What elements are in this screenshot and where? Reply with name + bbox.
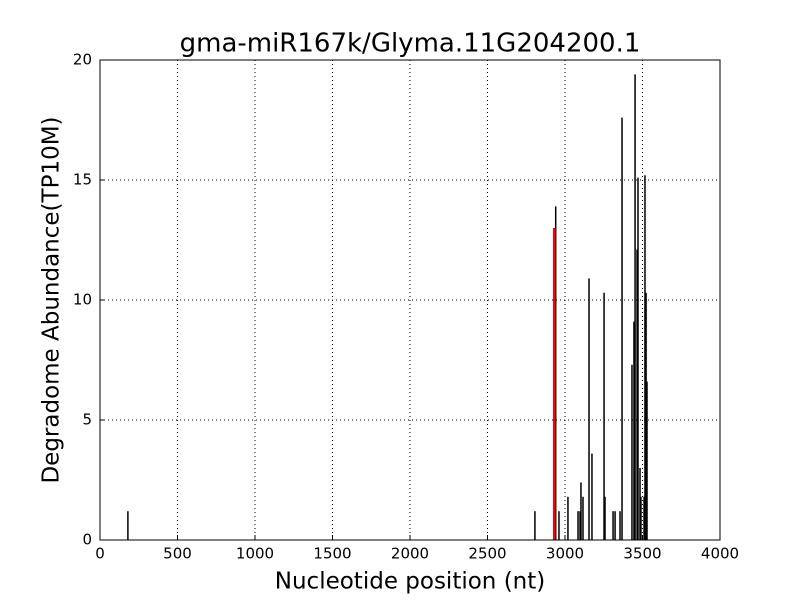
- y-axis-label: Degradome Abundance(TP10M): [39, 116, 65, 483]
- y-tick-label: 20: [73, 51, 92, 69]
- y-tick-label: 5: [82, 411, 92, 429]
- plot-frame: [99, 59, 721, 541]
- x-tick-label: 2000: [391, 545, 429, 563]
- x-tick-label: 500: [163, 545, 192, 563]
- y-tick-label: 10: [73, 291, 92, 309]
- x-tick-label: 3000: [546, 545, 584, 563]
- chart-title: gma-miR167k/Glyma.11G204200.1: [180, 29, 641, 59]
- x-axis-label: Nucleotide position (nt): [275, 569, 545, 595]
- x-tick-label: 1500: [313, 545, 351, 563]
- x-tick-label: 4000: [701, 545, 739, 563]
- y-tick-label: 15: [73, 171, 92, 189]
- x-tick-label: 2500: [468, 545, 506, 563]
- x-tick-label: 3500: [623, 545, 661, 563]
- x-tick-label: 0: [95, 545, 105, 563]
- y-tick-label: 0: [82, 531, 92, 549]
- x-tick-label: 1000: [236, 545, 274, 563]
